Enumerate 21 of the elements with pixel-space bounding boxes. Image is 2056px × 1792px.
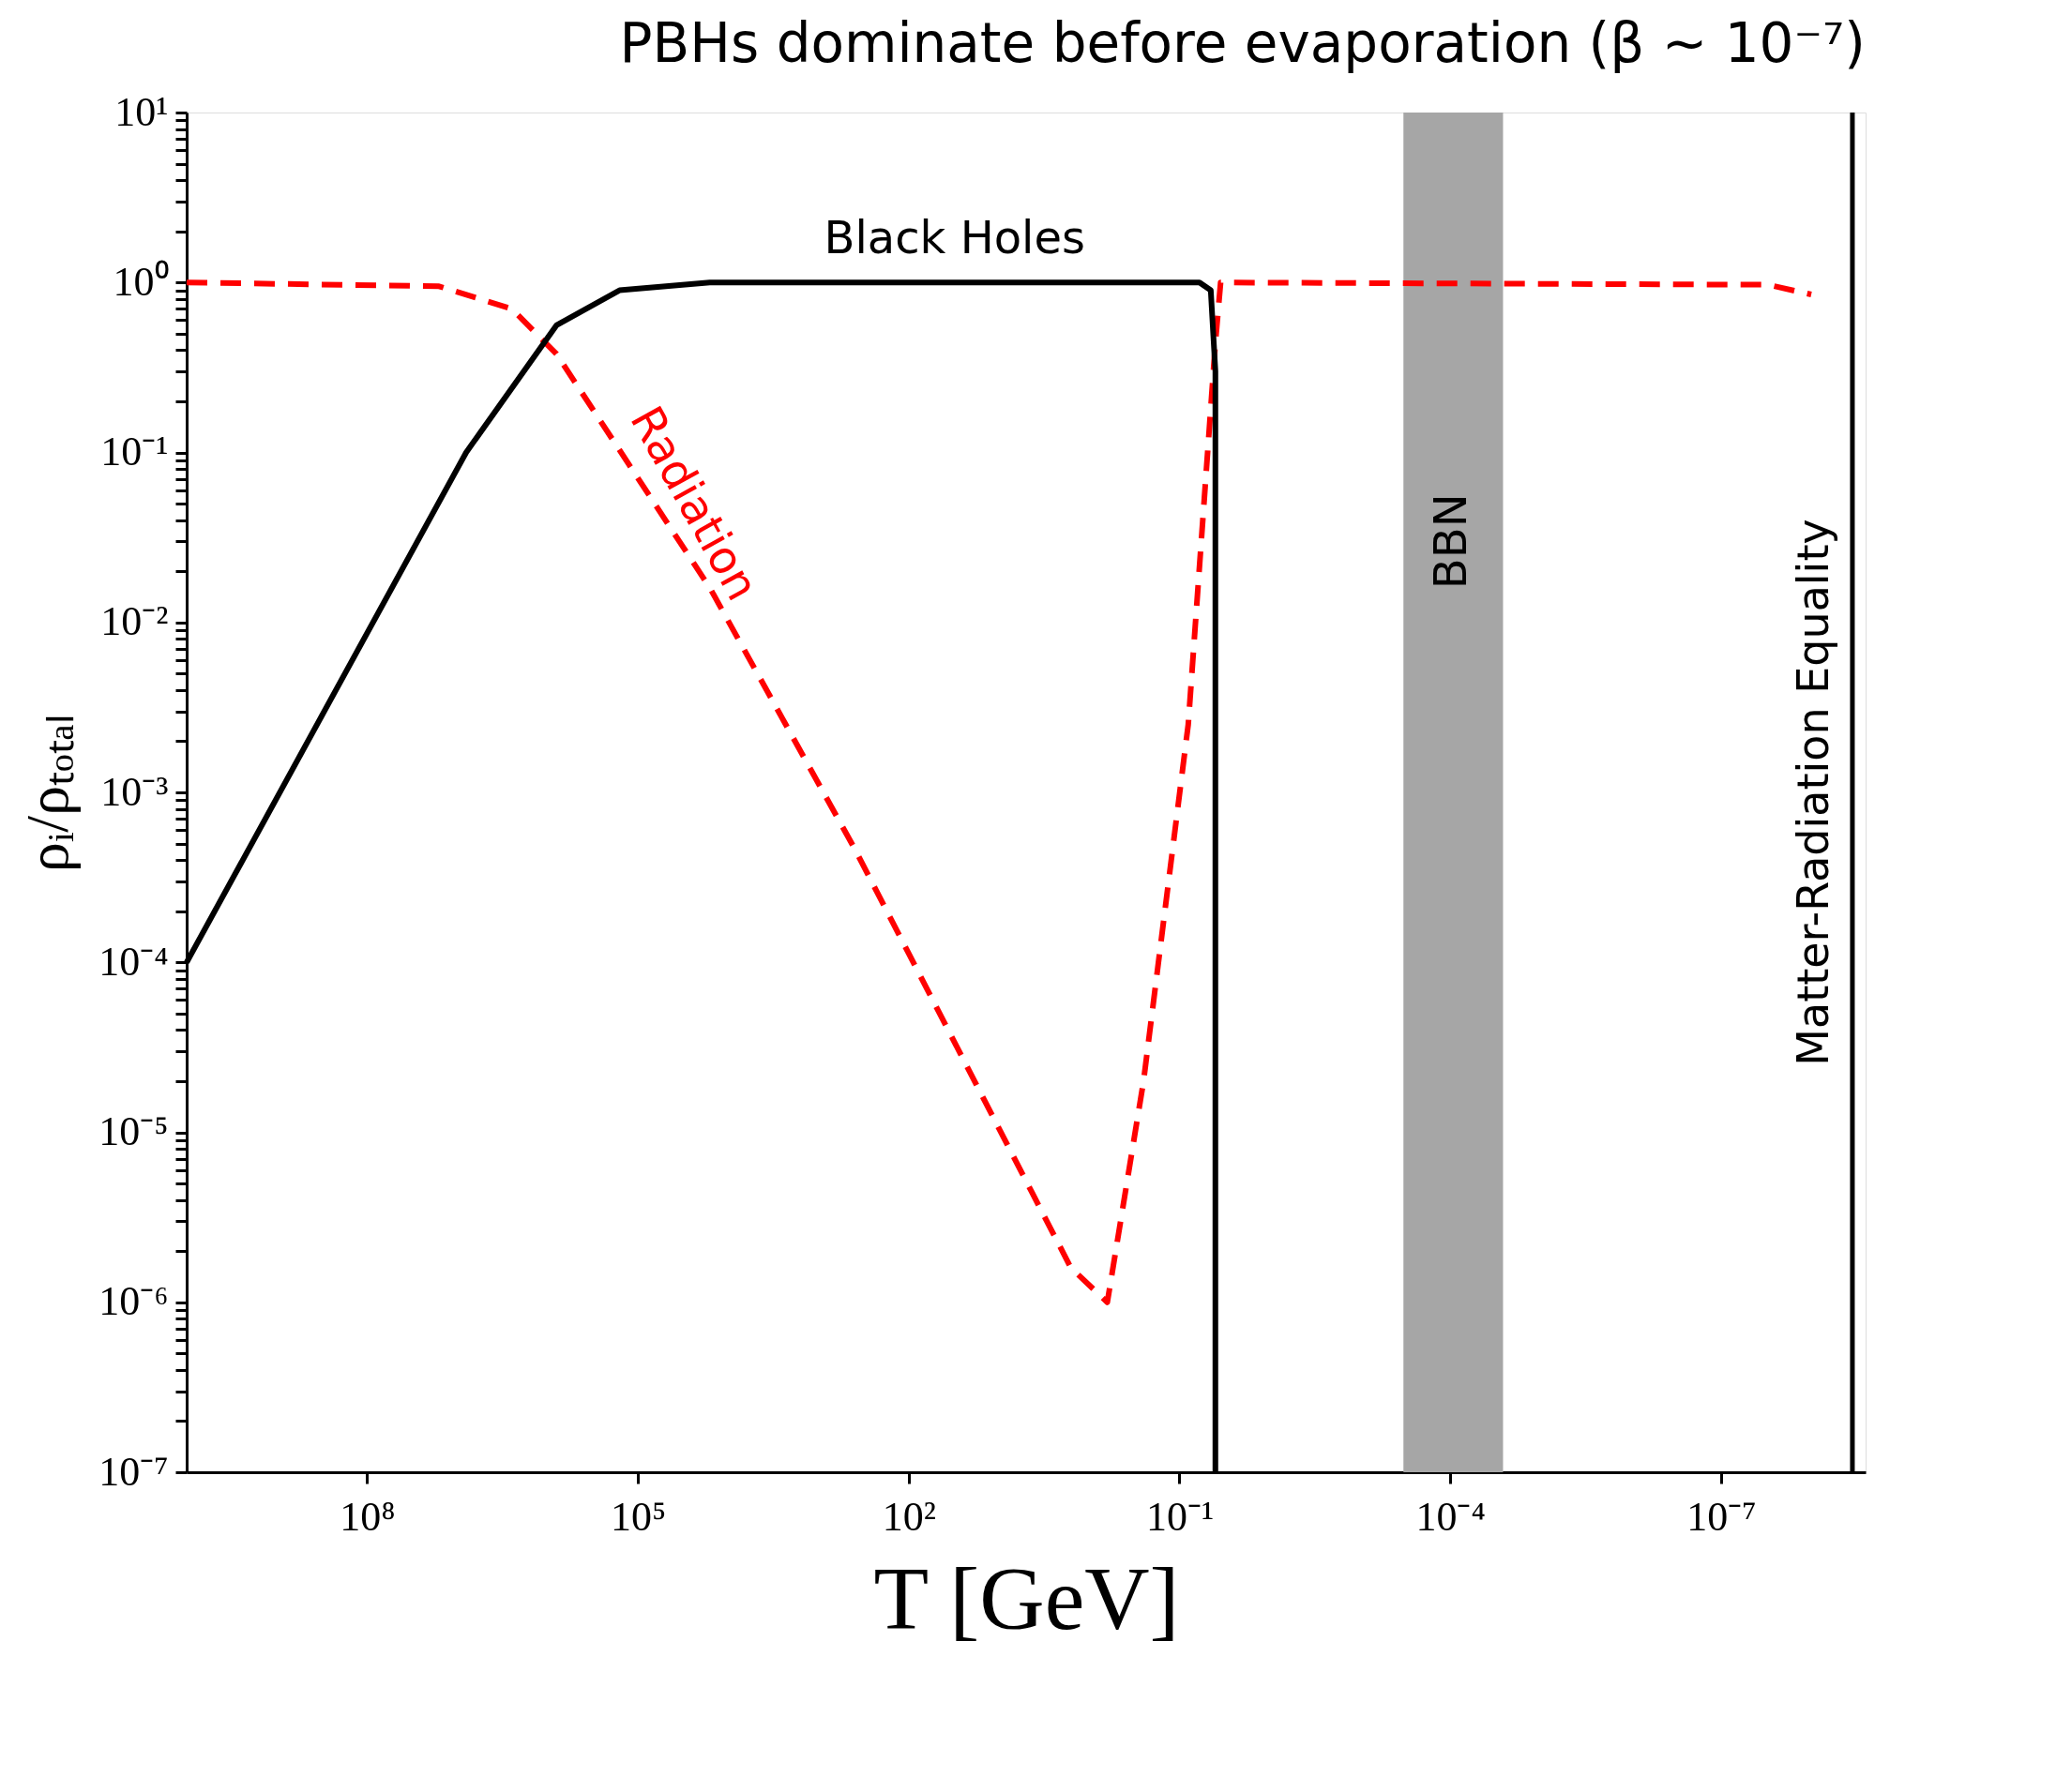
x-tick-label: 10⁵ (610, 1493, 667, 1540)
y-tick-label: 10¹ (114, 88, 169, 135)
band-label: BBN (1424, 493, 1477, 590)
x-tick-label: 10⁻¹ (1145, 1493, 1215, 1540)
y-tick-label: 10⁻³ (100, 768, 169, 815)
x-axis-title: T [GeV] (873, 1547, 1180, 1649)
x-tick-label: 10² (882, 1493, 936, 1540)
y-tick-label: 10⁻² (100, 598, 169, 645)
y-axis-title: ρᵢ/ρₜₒₜₐₗ (14, 713, 82, 873)
y-tick-label: 10⁻⁴ (98, 938, 169, 985)
chart-title: PBHs dominate before evaporation (β ∼ 10⁻⁷) (619, 11, 1866, 75)
x-tick-label: 10⁸ (340, 1493, 396, 1540)
y-tick-label: 10⁻⁷ (98, 1448, 169, 1495)
ref-line-label: Matter-Radiation Equality (1787, 519, 1838, 1066)
series-label: Black Holes (824, 211, 1086, 264)
y-tick-label: 10⁻⁶ (98, 1278, 169, 1325)
y-tick-label: 10⁻¹ (100, 429, 169, 474)
x-tick-label: 10⁻⁴ (1415, 1493, 1486, 1540)
y-tick-label: 10⁻⁵ (98, 1108, 169, 1154)
y-tick-label: 10⁰ (113, 258, 169, 305)
x-tick-label: 10⁻⁷ (1686, 1493, 1757, 1540)
